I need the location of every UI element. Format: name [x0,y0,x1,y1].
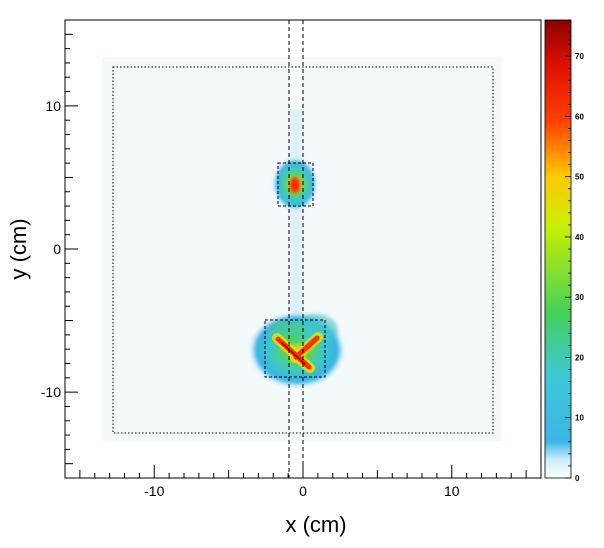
colorbar-tick-label: 50 [575,173,584,182]
x-tick-label: -10 [144,483,164,499]
colorbar-tick-label: 70 [575,52,584,61]
colorbar-ticks: 0 10 20 30 40 50 60 70 [565,19,584,483]
x-axis: -10 0 10 [64,465,542,499]
heatmap-area [102,20,502,478]
lower-source-hotspot [249,312,345,388]
y-tick-label: 10 [45,98,61,114]
x-axis-label: x (cm) [285,512,346,537]
colorbar-tick-label: 60 [575,112,584,121]
x-tick-label: 10 [444,483,460,499]
colorbar-tick-label: 10 [575,414,584,423]
y-axis: -10 0 10 [41,19,78,479]
colorbar-tick-label: 40 [575,233,584,242]
upper-source-hotspot [273,158,317,210]
y-axis-label: y (cm) [6,218,31,279]
y-tick-label: -10 [41,384,61,400]
box-upper-source [277,162,314,207]
colorbar-tick-label: 0 [575,474,580,483]
box-lower-source [264,319,326,378]
colorbar [544,19,572,479]
x-tick-label: 0 [299,483,307,499]
colorbar-tick-label: 20 [575,353,584,362]
y-tick-label: 0 [53,241,61,257]
colorbar-tick-label: 30 [575,293,584,302]
